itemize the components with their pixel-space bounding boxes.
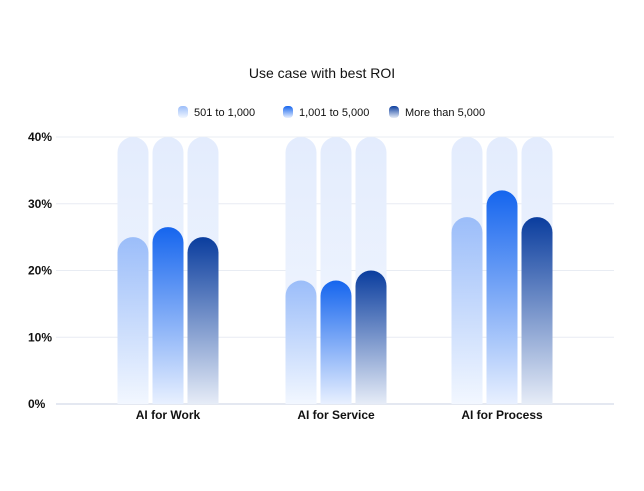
legend-item: 1,001 to 5,000 [283,106,369,119]
bar [521,217,553,404]
x-tick-label: AI for Service [297,408,375,422]
legend: 501 to 1,000 1,001 to 5,000 More than 5,00… [178,106,485,119]
bar [355,270,387,404]
legend-item: More than 5,000 [389,106,485,119]
y-tick-label: 30% [28,197,52,211]
bars [117,137,553,404]
y-tick-label: 20% [28,264,52,278]
bar-group [117,137,219,404]
bar [285,280,317,404]
bar-group [451,137,553,404]
y-tick-label: 10% [28,330,52,344]
bar-group [285,137,387,404]
bar [152,227,184,404]
legend-label: 501 to 1,000 [194,107,255,119]
legend-swatch [178,106,188,118]
legend-swatch [283,106,293,118]
y-tick-label: 0% [28,397,46,411]
bar [451,217,483,404]
x-tick-label: AI for Process [461,408,543,422]
bar [320,280,352,404]
chart-title: Use case with best ROI [249,65,395,81]
legend-label: 1,001 to 5,000 [299,107,369,119]
bar [187,237,219,404]
x-axis-labels: AI for Work AI for Service AI for Process [136,408,543,422]
legend-swatch [389,106,399,118]
bar [117,237,149,404]
y-tick-label: 40% [28,130,52,144]
legend-label: More than 5,000 [405,107,485,119]
bar [486,190,518,404]
legend-item: 501 to 1,000 [178,106,255,119]
x-tick-label: AI for Work [136,408,201,422]
